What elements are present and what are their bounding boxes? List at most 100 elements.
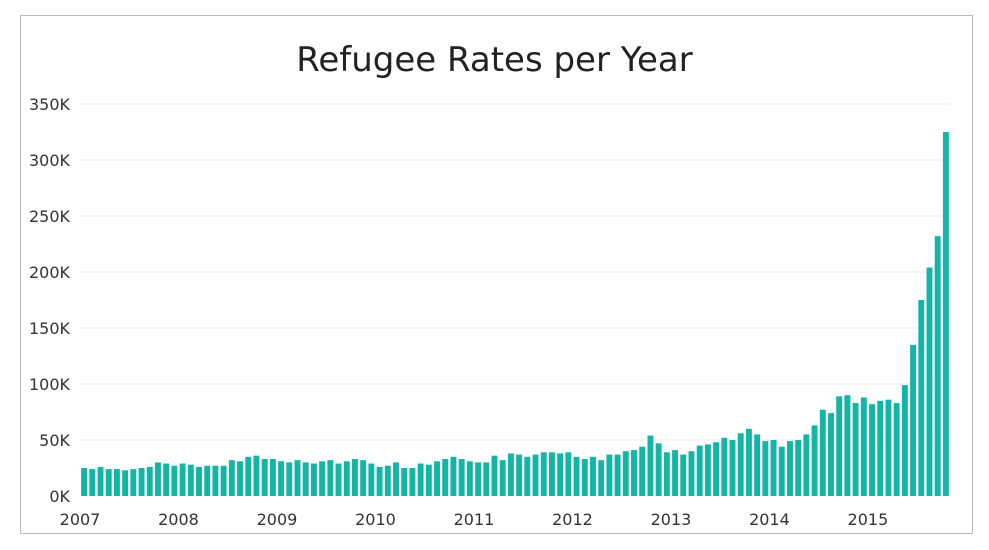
bar <box>245 456 252 496</box>
bar <box>310 463 317 496</box>
bar <box>844 395 851 496</box>
y-tick-label: 50K <box>39 431 70 450</box>
x-axis: 2007 2008 2009 2010 2011 2012 2013 2014 2015 <box>60 510 889 529</box>
bar <box>376 466 383 496</box>
bar <box>598 460 605 496</box>
bar <box>360 460 367 496</box>
bar <box>622 451 629 496</box>
bar <box>81 468 88 496</box>
bar <box>540 452 547 496</box>
x-tick-label: 2011 <box>454 510 495 529</box>
bar <box>565 452 572 496</box>
bar <box>852 403 859 496</box>
bar <box>204 465 211 496</box>
bar <box>663 452 670 496</box>
bar <box>237 461 243 496</box>
bar <box>557 453 564 496</box>
bar <box>393 462 399 496</box>
bar <box>893 403 900 496</box>
bar <box>688 451 695 496</box>
bar <box>745 428 752 496</box>
bar <box>524 456 531 496</box>
bar <box>516 454 523 496</box>
y-tick-label: 200K <box>29 263 71 282</box>
bar <box>713 442 720 496</box>
bar <box>655 443 662 496</box>
x-tick-label: 2010 <box>355 510 396 529</box>
bar <box>384 465 391 496</box>
x-tick-label: 2012 <box>552 510 593 529</box>
bar <box>130 469 137 496</box>
x-tick-label: 2013 <box>651 510 692 529</box>
bar <box>228 460 235 496</box>
bar <box>286 462 293 496</box>
bar <box>762 441 769 496</box>
bar <box>828 413 834 496</box>
bar <box>590 456 596 496</box>
bar <box>918 300 925 496</box>
bar <box>475 462 482 496</box>
bar <box>171 465 178 496</box>
bar <box>631 450 637 496</box>
bar <box>860 397 867 496</box>
bar <box>343 461 350 496</box>
bar <box>122 470 129 496</box>
chart-title: Refugee Rates per Year <box>296 40 693 80</box>
bar <box>811 425 818 496</box>
x-tick-label: 2015 <box>848 510 889 529</box>
bar <box>778 446 785 496</box>
bar <box>261 459 268 496</box>
x-tick-label: 2009 <box>257 510 298 529</box>
bar <box>294 460 301 496</box>
bar <box>934 236 941 496</box>
bar <box>179 463 186 496</box>
bar <box>737 433 744 496</box>
bar <box>770 440 777 496</box>
bar <box>97 466 104 496</box>
bar <box>532 454 539 496</box>
bar <box>483 462 490 496</box>
bar <box>926 267 933 496</box>
bar <box>113 469 120 496</box>
bar <box>704 444 711 496</box>
bar <box>212 465 219 496</box>
bar <box>327 460 334 496</box>
bar <box>795 440 802 496</box>
bar <box>425 464 432 496</box>
bar <box>680 454 687 496</box>
bar <box>466 461 473 496</box>
bar <box>278 461 285 496</box>
bar <box>499 460 506 496</box>
bar <box>869 404 875 496</box>
x-tick-label: 2008 <box>158 510 199 529</box>
bar <box>89 469 96 496</box>
bar <box>196 466 202 496</box>
bar <box>352 459 358 496</box>
y-tick-label: 350K <box>29 95 71 114</box>
bar <box>754 434 761 496</box>
bar <box>819 409 826 496</box>
y-axis: 0K 50K 100K 150K 200K 250K 300K 350K <box>29 95 71 506</box>
bar <box>647 435 654 496</box>
bar <box>450 456 457 496</box>
x-tick-label: 2014 <box>749 510 790 529</box>
y-tick-label: 250K <box>29 207 71 226</box>
bar <box>155 462 161 496</box>
gridlines <box>80 103 950 441</box>
bar <box>163 463 170 496</box>
bar <box>409 468 416 496</box>
bar <box>942 132 949 496</box>
bar <box>729 440 736 496</box>
bar <box>548 452 555 496</box>
bar <box>696 445 703 496</box>
bar <box>573 456 580 496</box>
bar <box>220 465 227 496</box>
bar <box>302 462 309 496</box>
x-tick-label: 2007 <box>60 510 101 529</box>
bar <box>138 468 145 496</box>
bar <box>253 455 260 496</box>
bar <box>319 461 326 496</box>
bar <box>507 453 514 496</box>
bar <box>614 454 621 496</box>
